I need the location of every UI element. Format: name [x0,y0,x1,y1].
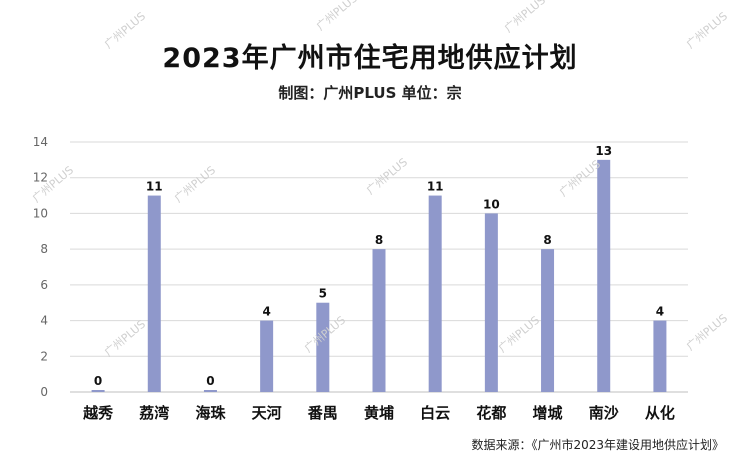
chart-title: 2023年广州市住宅用地供应计划 [162,43,578,74]
y-tick-label: 2 [40,349,48,363]
bar [316,302,330,392]
y-tick-label: 4 [40,314,48,328]
bar [260,320,274,392]
x-tick-label: 黄埔 [364,404,394,422]
data-label: 11 [427,180,444,194]
x-tick-label: 增城 [533,404,563,422]
y-tick-label: 12 [33,171,48,185]
data-label: 13 [595,144,612,158]
x-tick-label: 越秀 [82,404,114,422]
bar [91,390,105,392]
y-tick-label: 14 [33,135,48,149]
x-tick-label: 荔湾 [139,404,169,422]
bar [541,249,555,392]
bar [147,195,161,392]
data-label: 0 [206,374,214,388]
data-label: 4 [656,305,664,319]
x-tick-label: 白云 [420,404,450,422]
x-tick-label: 花都 [476,404,506,422]
data-label: 11 [146,180,163,194]
data-label: 5 [319,287,327,301]
bar [484,213,498,392]
data-label: 10 [483,197,500,211]
x-tick-label: 番禺 [307,404,338,422]
y-tick-label: 0 [40,385,48,399]
bar [653,320,667,392]
data-label: 0 [94,374,102,388]
bar [597,159,611,392]
chart-subtitle: 制图：广州PLUS 单位：宗 [278,84,462,102]
data-label: 8 [375,233,383,247]
x-tick-label: 海珠 [195,404,226,422]
y-tick-label: 10 [33,206,48,220]
x-tick-label: 从化 [645,404,675,422]
bar [428,195,442,392]
y-tick-label: 6 [40,278,48,292]
y-tick-label: 8 [40,242,48,256]
data-label: 4 [262,305,270,319]
x-tick-label: 天河 [252,404,282,422]
x-tick-label: 南沙 [589,404,619,422]
data-label: 8 [543,233,551,247]
bar [372,249,386,392]
bar [203,390,217,392]
data-source: 数据来源：《广州市2023年建设用地供应计划》 [471,438,724,452]
